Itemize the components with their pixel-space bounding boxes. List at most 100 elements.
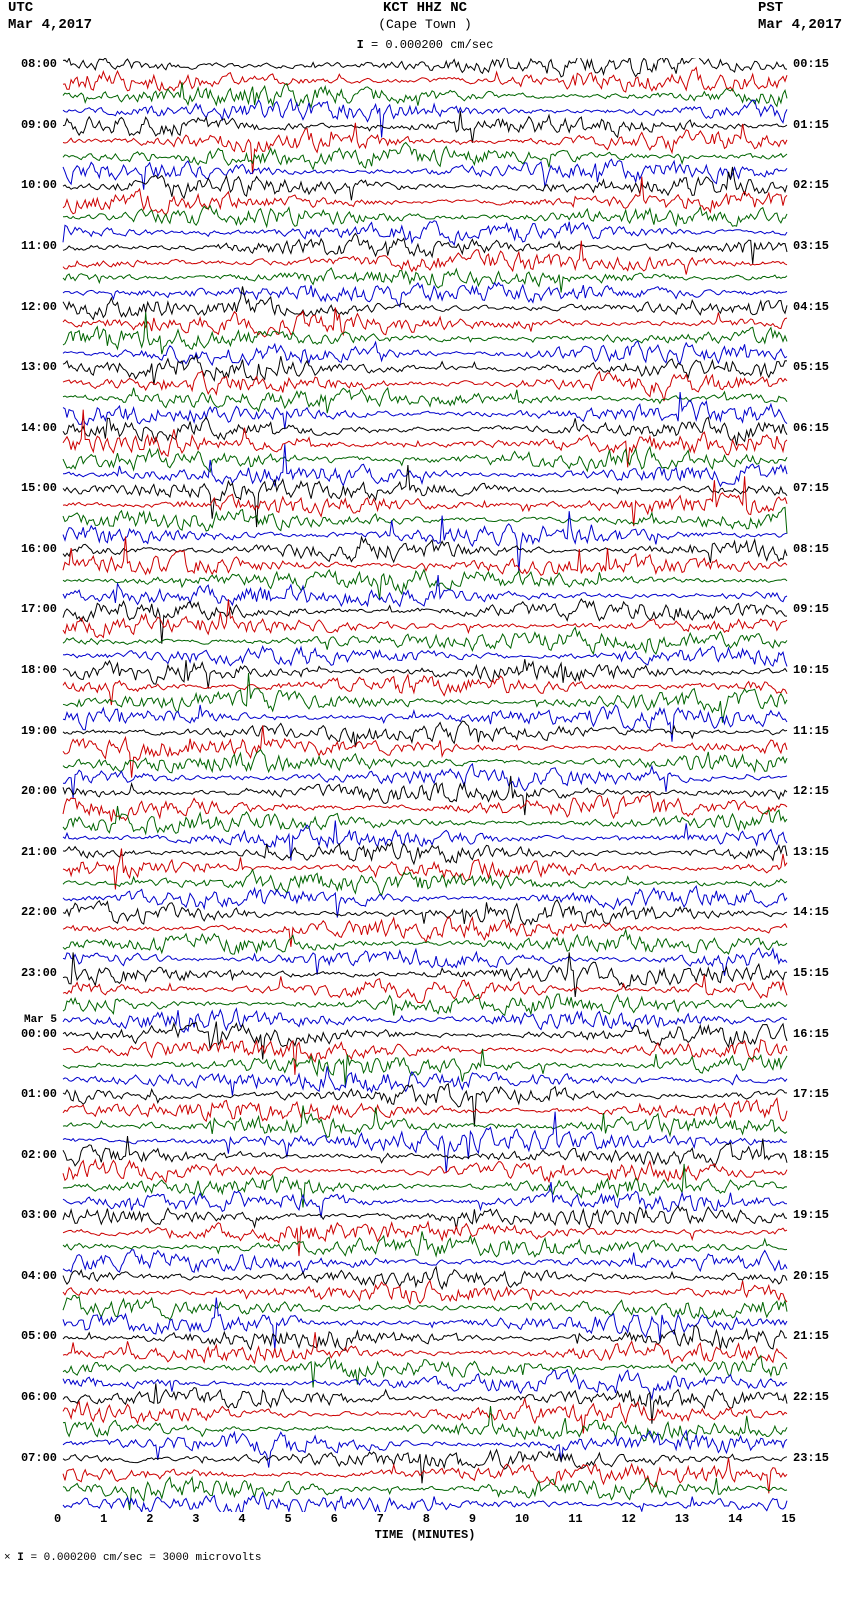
trace-line (63, 282, 787, 306)
trace-line (63, 268, 787, 293)
trace-line (63, 1332, 787, 1363)
trace-line (63, 1206, 787, 1229)
trace-line (63, 725, 787, 777)
x-tick: 5 (284, 1512, 291, 1526)
x-tick: 3 (192, 1512, 199, 1526)
x-axis-label: TIME (MINUTES) (0, 1528, 850, 1542)
trace-line (63, 575, 787, 606)
trace-line (63, 929, 787, 953)
trace-line (63, 886, 787, 917)
trace-line (63, 537, 787, 563)
trace-line (63, 599, 787, 644)
trace-line (63, 820, 787, 860)
trace-line (63, 848, 787, 889)
trace-line (63, 899, 787, 924)
date-left-label: Mar 4,2017 (8, 17, 92, 34)
trace-line (63, 599, 787, 637)
x-tick: 10 (515, 1512, 529, 1526)
x-tick: 2 (146, 1512, 153, 1526)
trace-line (63, 392, 787, 429)
station-label: KCT HHZ NC (378, 0, 472, 17)
footer-prefix: × (4, 1552, 11, 1564)
location-label: (Cape Town ) (378, 17, 472, 33)
header-right: PST Mar 4,2017 (758, 0, 842, 34)
trace-line (63, 1008, 787, 1031)
tz-right-label: PST (758, 0, 842, 17)
x-tick: 1 (100, 1512, 107, 1526)
trace-line (63, 67, 787, 92)
trace-line (63, 673, 787, 723)
trace-line (63, 1398, 787, 1433)
trace-line (63, 99, 787, 137)
trace-line (63, 775, 787, 814)
trace-line (63, 82, 787, 107)
trace-line (63, 1449, 787, 1483)
tz-left-label: UTC (8, 0, 92, 17)
scale-bar: I = 0.000200 cm/sec (0, 38, 850, 52)
trace-line (63, 417, 787, 445)
scale-bar-icon: I (357, 38, 364, 52)
trace-line (63, 312, 787, 354)
trace-line (63, 142, 787, 169)
x-tick: 4 (238, 1512, 245, 1526)
helicorder-plot (9, 58, 841, 1512)
trace-line (63, 1021, 787, 1059)
trace-line (63, 1369, 787, 1398)
x-tick: 8 (423, 1512, 430, 1526)
trace-line (63, 1492, 787, 1512)
x-tick: 15 (781, 1512, 795, 1526)
trace-line (63, 476, 787, 526)
trace-line (63, 1280, 787, 1303)
scale-bar-text: = 0.000200 cm/sec (371, 38, 493, 52)
footer-scale-icon: I (17, 1552, 24, 1564)
x-tick: 12 (622, 1512, 636, 1526)
trace-line (63, 1182, 787, 1217)
trace-line (63, 704, 787, 741)
trace-line (63, 286, 787, 319)
header-left: UTC Mar 4,2017 (8, 0, 92, 34)
x-tick: 13 (675, 1512, 689, 1526)
trace-line (63, 1325, 787, 1350)
trace-line (63, 58, 787, 77)
x-axis-ticks: 0123456789101112131415 (54, 1512, 796, 1526)
trace-line (63, 240, 787, 274)
trace-line (63, 1066, 787, 1095)
trace-line (63, 1267, 787, 1289)
trace-line (63, 205, 787, 226)
trace-line (63, 447, 787, 472)
trace-line (63, 536, 787, 575)
trace-line (63, 1249, 787, 1272)
trace-line (63, 220, 787, 244)
trace-line (63, 1159, 787, 1181)
trace-line (63, 355, 787, 385)
trace-line (63, 646, 787, 666)
trace-line (63, 569, 787, 598)
trace-line (63, 1136, 787, 1167)
trace-line (63, 1098, 787, 1121)
trace-line (63, 721, 787, 747)
helicorder-plot-container: 08:0009:0010:0011:0012:0013:0014:0015:00… (9, 58, 841, 1512)
x-tick: 7 (377, 1512, 384, 1526)
trace-line (63, 341, 787, 365)
trace-line (63, 659, 787, 689)
x-tick: 14 (728, 1512, 742, 1526)
x-tick: 0 (54, 1512, 61, 1526)
header-center: KCT HHZ NC (Cape Town ) (378, 0, 472, 32)
trace-line (63, 507, 787, 533)
footer-scale: × I = 0.000200 cm/sec = 3000 microvolts (0, 1542, 850, 1572)
trace-line (63, 387, 787, 412)
trace-line (63, 794, 787, 822)
footer-scale-text: = 0.000200 cm/sec = 3000 microvolts (30, 1552, 261, 1564)
trace-line (63, 1231, 787, 1256)
trace-line (63, 948, 787, 976)
trace-line (63, 974, 787, 1002)
x-tick: 9 (469, 1512, 476, 1526)
date-right-label: Mar 4,2017 (758, 17, 842, 34)
trace-line (63, 371, 787, 401)
trace-line (63, 1355, 787, 1387)
trace-line (63, 1406, 787, 1441)
trace-line (63, 1039, 787, 1074)
header: UTC Mar 4,2017 KCT HHZ NC (Cape Town ) P… (0, 0, 850, 34)
x-tick: 6 (331, 1512, 338, 1526)
x-tick: 11 (568, 1512, 582, 1526)
